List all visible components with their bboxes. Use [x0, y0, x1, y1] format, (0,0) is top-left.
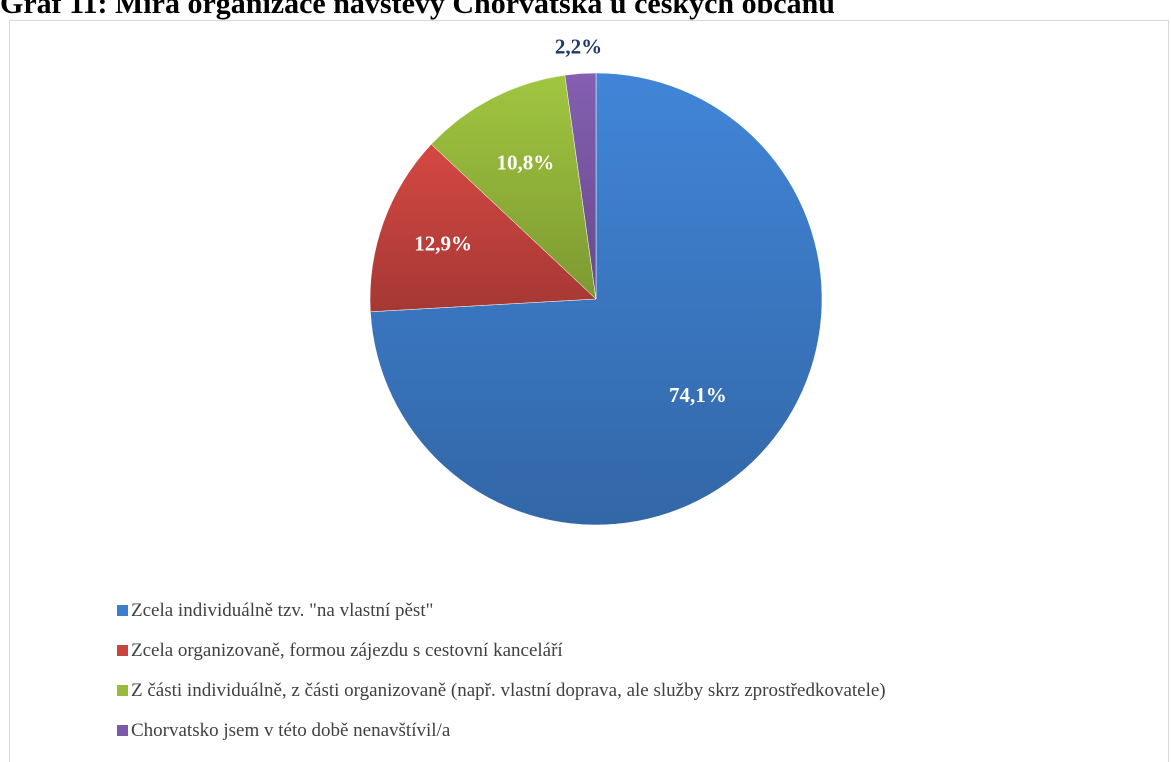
legend-swatch [117, 645, 128, 656]
data-label-3: 10,8% [496, 151, 554, 175]
legend-label: Chorvatsko jsem v této době nenavštívil/… [131, 719, 451, 741]
data-label-2: 12,9% [414, 231, 472, 255]
data-label-1: 74,1% [669, 383, 727, 407]
legend-item-2: Zcela organizovaně, formou zájezdu s ces… [117, 637, 886, 664]
legend-item-1: Zcela individuálně tzv. "na vlastní pěst… [117, 597, 886, 624]
legend-item-4: Chorvatsko jsem v této době nenavštívil/… [117, 717, 886, 744]
legend-label: Z části individuálně, z části organizova… [131, 679, 886, 701]
pie-slices [369, 72, 823, 526]
legend-swatch [117, 685, 128, 696]
legend-label: Zcela organizovaně, formou zájezdu s ces… [131, 639, 563, 661]
legend-swatch [117, 725, 128, 736]
pie-slice-2 [369, 143, 597, 313]
legend-item-3: Z části individuálně, z části organizova… [117, 677, 886, 704]
legend-label: Zcela individuálně tzv. "na vlastní pěst… [131, 599, 434, 621]
pie-slice-4 [564, 72, 597, 300]
chart-title: Graf 11: Míra organizace návštěvy Chorva… [0, 0, 835, 20]
chart-legend: Zcela individuálně tzv. "na vlastní pěst… [117, 597, 886, 757]
pie-slice-3 [430, 74, 597, 300]
data-label-4: 2,2% [555, 34, 602, 58]
pie-data-labels: 74,1% 12,9% 10,8% 2,2% [414, 34, 727, 407]
legend-swatch [117, 605, 128, 616]
